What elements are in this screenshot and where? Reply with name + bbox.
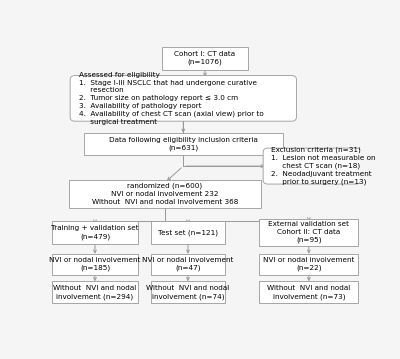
Text: Data following eligibility inclusion criteria
(n=631): Data following eligibility inclusion cri… — [109, 137, 258, 151]
FancyBboxPatch shape — [84, 133, 282, 155]
FancyBboxPatch shape — [52, 254, 138, 275]
Text: Assessed for eligibility
1.  Stage I-III NSCLC that had undergone curative
     : Assessed for eligibility 1. Stage I-III … — [78, 72, 263, 125]
Text: randomized (n=600)
NVI or nodal involvement 232
Without  NVI and nodal involveme: randomized (n=600) NVI or nodal involvem… — [92, 183, 238, 205]
FancyBboxPatch shape — [151, 254, 225, 275]
Text: NVI or nodal involvement
(n=185): NVI or nodal involvement (n=185) — [49, 257, 141, 271]
Text: Exclusion criteria (n=31)
1.  Lesion not measurable on
     chest CT scan (n=18): Exclusion criteria (n=31) 1. Lesion not … — [272, 147, 376, 185]
Text: Cohort I: CT data
(n=1076): Cohort I: CT data (n=1076) — [174, 51, 236, 65]
FancyBboxPatch shape — [259, 219, 358, 246]
FancyBboxPatch shape — [259, 254, 358, 275]
Text: NVI or nodal involvement
(n=22): NVI or nodal involvement (n=22) — [263, 257, 354, 271]
FancyBboxPatch shape — [70, 75, 296, 121]
FancyBboxPatch shape — [263, 148, 361, 184]
Text: External validation set
Cohort II: CT data
(n=95): External validation set Cohort II: CT da… — [268, 222, 349, 243]
FancyBboxPatch shape — [52, 281, 138, 303]
FancyBboxPatch shape — [259, 281, 358, 303]
FancyBboxPatch shape — [162, 47, 248, 70]
FancyBboxPatch shape — [52, 221, 138, 244]
FancyBboxPatch shape — [151, 281, 225, 303]
Text: NVI or nodal involvement
(n=47): NVI or nodal involvement (n=47) — [142, 257, 234, 271]
Text: Without  NVI and nodal
involvement (n=73): Without NVI and nodal involvement (n=73) — [267, 285, 350, 299]
Text: Training + validation set
(n=479): Training + validation set (n=479) — [51, 225, 139, 239]
FancyBboxPatch shape — [69, 180, 261, 208]
FancyBboxPatch shape — [151, 221, 225, 244]
Text: Without  NVI and nodal
involvement (n=74): Without NVI and nodal involvement (n=74) — [146, 285, 230, 299]
Text: Without  NVI and nodal
involvement (n=294): Without NVI and nodal involvement (n=294… — [53, 285, 136, 299]
Text: Test set (n=121): Test set (n=121) — [158, 229, 218, 236]
